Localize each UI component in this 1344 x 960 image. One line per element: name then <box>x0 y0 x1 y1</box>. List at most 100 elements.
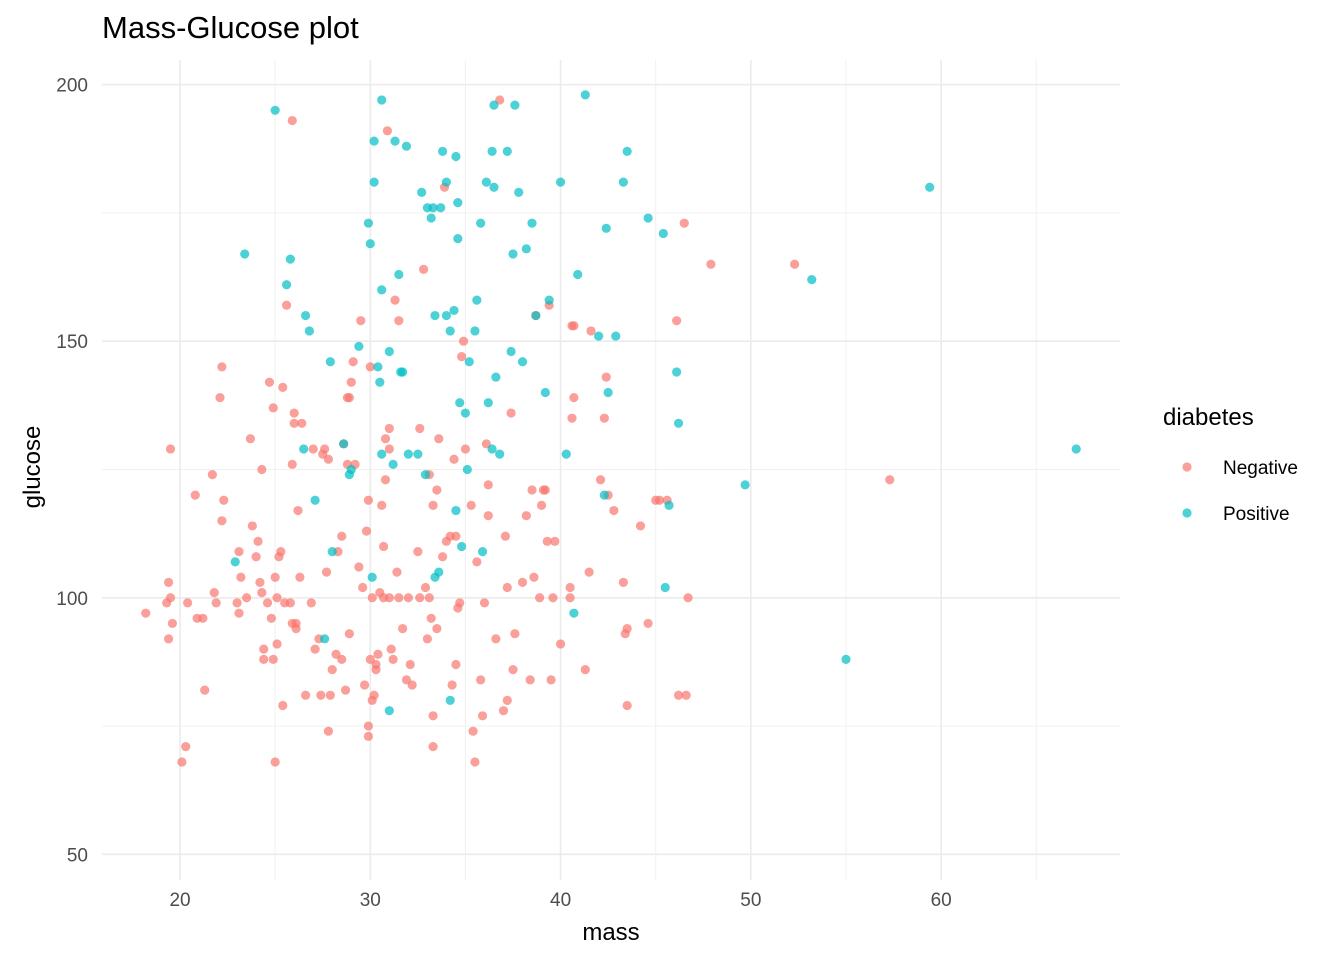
data-point-positive <box>476 218 486 228</box>
data-point-positive <box>483 398 493 408</box>
data-point-positive <box>673 418 684 428</box>
data-point-negative <box>679 218 689 228</box>
data-point-negative <box>163 577 174 587</box>
data-point-positive <box>434 567 444 577</box>
data-point-positive <box>354 341 364 351</box>
data-point-negative <box>306 598 316 608</box>
data-point-positive <box>299 444 309 454</box>
data-point-negative <box>363 731 373 741</box>
data-point-negative <box>498 706 509 716</box>
data-point-negative <box>365 362 375 372</box>
data-point-negative <box>337 531 347 541</box>
data-point-negative <box>394 316 404 326</box>
data-point-negative <box>272 639 282 649</box>
data-point-positive <box>367 572 377 582</box>
data-point-positive <box>540 387 550 398</box>
data-point-negative <box>384 423 394 434</box>
data-point-negative <box>165 593 176 603</box>
data-point-negative <box>167 618 178 629</box>
data-point-negative <box>369 690 379 700</box>
data-point-negative <box>276 546 286 557</box>
data-point-negative <box>255 577 265 587</box>
data-point-negative <box>483 480 493 490</box>
legend-title: diabetes <box>1163 404 1254 431</box>
data-point-negative <box>415 423 425 434</box>
data-point-negative <box>291 618 301 629</box>
data-point-negative <box>672 316 682 326</box>
data-point-negative <box>289 408 299 418</box>
data-point-negative <box>403 593 413 603</box>
data-point-positive <box>339 439 349 449</box>
data-point-negative <box>451 659 461 670</box>
data-point-negative <box>517 577 528 587</box>
legend: diabetes Negative Positive <box>1163 404 1298 525</box>
data-point-negative <box>295 572 305 582</box>
data-point-positive <box>394 269 404 280</box>
data-point-positive <box>369 177 379 187</box>
data-point-negative <box>390 295 400 305</box>
data-point-negative <box>546 675 556 685</box>
data-point-negative <box>321 567 332 577</box>
data-point-negative <box>502 582 512 593</box>
data-point-positive <box>664 500 674 511</box>
data-point-negative <box>190 490 200 500</box>
data-point-negative <box>550 536 560 546</box>
data-point-negative <box>344 393 354 403</box>
data-point-positive <box>491 372 501 382</box>
data-point-negative <box>569 393 579 403</box>
data-point-negative <box>262 598 273 608</box>
data-point-negative <box>270 572 280 582</box>
data-point-negative <box>289 418 299 428</box>
data-point-negative <box>325 690 335 700</box>
data-point-negative <box>569 321 579 331</box>
data-point-negative <box>438 552 448 562</box>
data-point-negative <box>525 675 535 685</box>
data-point-positive <box>464 357 474 367</box>
data-point-negative <box>323 726 334 736</box>
data-point-negative <box>234 608 244 618</box>
data-point-positive <box>310 495 320 505</box>
data-point-positive <box>611 331 621 341</box>
data-point-negative <box>565 582 575 593</box>
data-point-negative <box>234 546 244 557</box>
y-tick-label: 200 <box>56 76 88 97</box>
data-point-negative <box>257 464 267 475</box>
data-point-negative <box>521 511 531 521</box>
data-point-negative <box>268 654 278 664</box>
data-point-negative <box>259 644 269 654</box>
data-point-negative <box>398 623 408 634</box>
data-point-negative <box>584 567 594 577</box>
data-point-negative <box>183 598 193 608</box>
data-point-positive <box>477 546 488 557</box>
data-point-positive <box>506 346 516 357</box>
data-point-negative <box>384 593 394 603</box>
data-point-positive <box>489 100 499 110</box>
legend-key-negative <box>1182 462 1192 472</box>
data-point-positive <box>603 387 613 398</box>
data-point-positive <box>301 310 311 321</box>
data-point-negative <box>468 726 478 736</box>
data-point-negative <box>219 495 229 505</box>
x-tick-label: 40 <box>550 890 571 911</box>
data-point-positive <box>599 490 609 500</box>
data-point-negative <box>426 613 436 623</box>
data-point-negative <box>217 362 227 372</box>
data-point-negative <box>580 665 590 675</box>
y-tick-label: 100 <box>56 589 88 610</box>
data-point-negative <box>491 634 501 644</box>
data-point-positive <box>481 177 491 187</box>
data-point-negative <box>540 485 550 495</box>
data-point-positive <box>369 136 379 146</box>
data-point-negative <box>346 377 356 387</box>
data-point-positive <box>445 326 455 336</box>
data-point-negative <box>706 259 716 269</box>
data-point-positive <box>472 295 482 305</box>
chart-title: Mass-Glucose plot <box>102 10 359 45</box>
data-point-negative <box>673 690 684 700</box>
data-point-negative <box>344 629 354 639</box>
data-point-negative <box>200 685 210 695</box>
data-point-positive <box>377 95 387 105</box>
data-point-positive <box>325 357 335 367</box>
data-point-negative <box>251 552 261 562</box>
